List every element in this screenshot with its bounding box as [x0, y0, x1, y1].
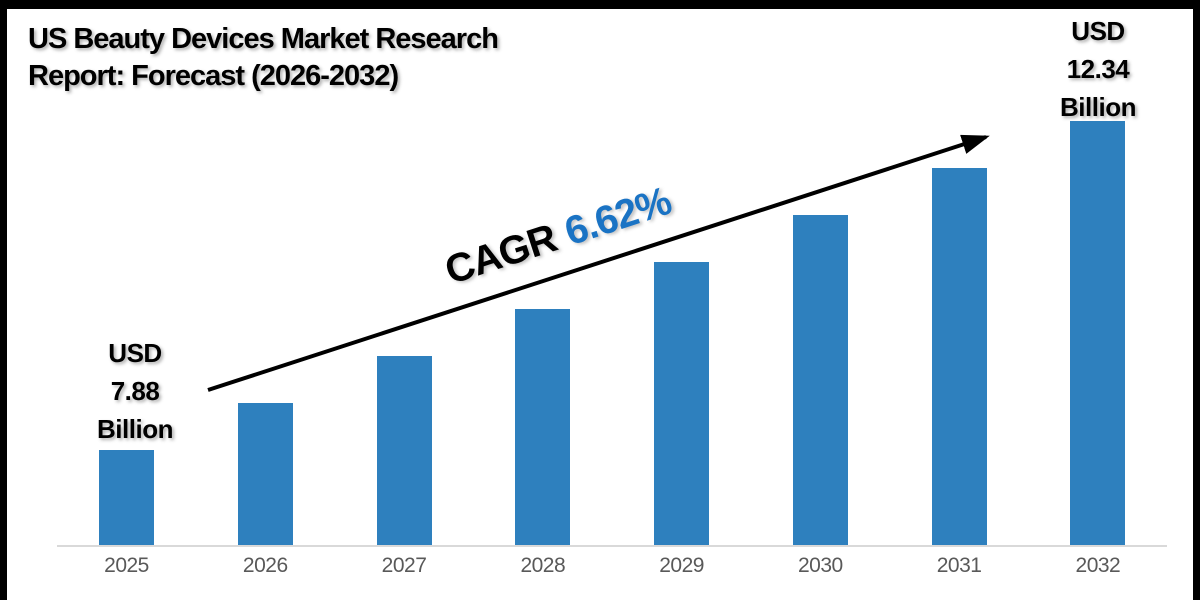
- bar-2026: [237, 403, 293, 545]
- x-tick-2026: 2026: [242, 554, 288, 577]
- first-bar-value-line3: Billion: [97, 414, 173, 444]
- first-bar-value-line1: USD: [108, 338, 162, 368]
- x-tick-2029: 2029: [659, 554, 704, 577]
- x-tick-2031: 2031: [936, 554, 982, 577]
- x-tick-2028: 2028: [520, 554, 566, 577]
- x-tick-2025: 2025: [104, 554, 149, 577]
- frame-border-left: [0, 0, 7, 600]
- x-tick-2030: 2030: [797, 554, 843, 577]
- frame-border-right: [1193, 0, 1200, 600]
- first-bar-value-label: USD 7.88 Billion: [55, 334, 215, 448]
- last-bar-value-line1: USD: [1071, 16, 1125, 46]
- frame-border-top: [0, 0, 1200, 9]
- last-bar-value-label: USD 12.34 Billion: [1018, 12, 1178, 126]
- last-bar-value-line3: Billion: [1060, 92, 1136, 122]
- x-axis-line: [57, 545, 1167, 547]
- chart-title: US Beauty Devices Market Research Report…: [28, 21, 499, 95]
- x-tick-2027: 2027: [381, 554, 427, 577]
- x-tick-2032: 2032: [1075, 554, 1121, 577]
- bar-2032: [1070, 121, 1126, 545]
- first-bar-value-line2: 7.88: [110, 376, 160, 406]
- bar-2025: [99, 450, 154, 545]
- chart-title-line1: US Beauty Devices Market Research: [28, 23, 499, 55]
- last-bar-value-line2: 12.34: [1066, 54, 1130, 84]
- chart-title-line2: Report: Forecast (2026-2032): [28, 60, 399, 92]
